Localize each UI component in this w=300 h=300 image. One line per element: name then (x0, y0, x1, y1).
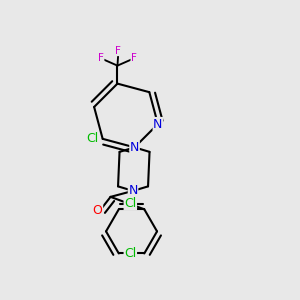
Text: N: N (130, 141, 139, 154)
Text: N: N (153, 118, 163, 130)
Text: O: O (93, 204, 103, 217)
Text: Cl: Cl (86, 132, 98, 145)
Text: N: N (128, 184, 138, 197)
Text: F: F (131, 53, 137, 63)
Text: Cl: Cl (124, 247, 136, 260)
Text: F: F (98, 53, 104, 63)
Text: F: F (115, 46, 120, 56)
Text: Cl: Cl (124, 197, 136, 210)
